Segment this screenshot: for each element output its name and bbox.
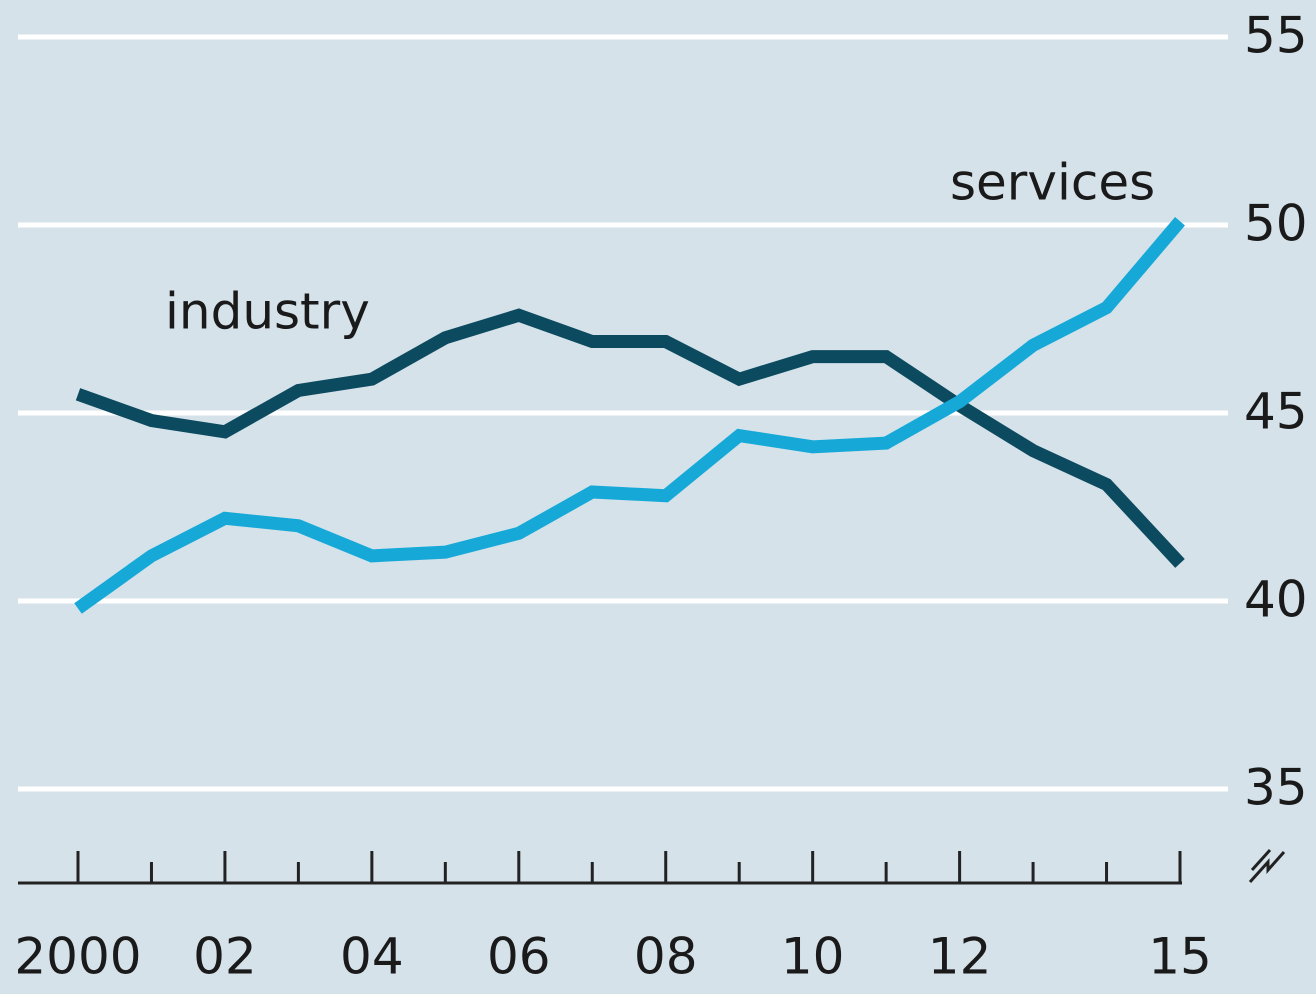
y-tick-label: 40 [1244,571,1308,629]
x-tick-label: 06 [487,928,551,986]
y-tick-label: 50 [1244,195,1308,253]
x-tick-label: 04 [340,928,404,986]
series-line [75,308,1185,568]
y-tick-label: 55 [1244,7,1308,65]
x-tick-label: 12 [928,928,992,986]
series-line [74,217,1185,614]
x-tick-label: 02 [193,928,257,986]
y-tick-label: 45 [1244,383,1308,441]
x-tick-label: 15 [1148,928,1212,986]
series-label: industry [165,283,370,341]
axis-break [1248,848,1286,884]
x-tick-label: 10 [781,928,845,986]
x-tick-label: 2000 [14,928,141,986]
series-label: services [950,154,1155,212]
x-tick-label: 08 [634,928,698,986]
y-tick-label: 35 [1244,759,1308,817]
